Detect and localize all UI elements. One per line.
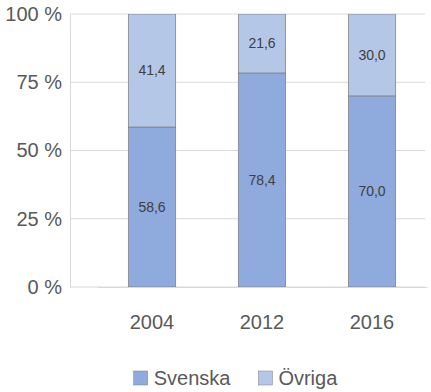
y-tick-label: 100 % <box>5 3 62 25</box>
y-tick: 75 % <box>16 71 70 93</box>
data-label: 21,6 <box>248 35 275 51</box>
bar <box>238 14 285 73</box>
y-tick: 0 % <box>28 276 70 298</box>
y-tick-label: 0 % <box>28 276 63 298</box>
y-tick: 25 % <box>16 208 70 230</box>
chart: 0 % 25 % 50 % 75 % 100 % 2004 2012 2016 58,6 78,4… <box>0 0 431 392</box>
x-tick: 2004 <box>130 287 175 333</box>
x-tick-label: 2012 <box>240 311 285 333</box>
x-tick-label: 2004 <box>130 311 175 333</box>
legend-item: Övriga <box>258 367 338 389</box>
bar <box>348 14 395 96</box>
x-axis-line <box>98 287 428 288</box>
y-axis: 0 % 25 % 50 % 75 % 100 % <box>5 3 70 298</box>
data-labels: 58,6 78,4 70,0 41,4 21,6 30,0 <box>138 35 385 215</box>
x-tick-label: 2016 <box>350 311 395 333</box>
legend-item: Svenska <box>134 367 232 389</box>
bar <box>348 96 395 287</box>
grid <box>70 14 425 287</box>
y-tick-label: 25 % <box>16 208 62 230</box>
legend-swatch <box>258 371 272 385</box>
legend-label: Övriga <box>278 367 338 389</box>
legend-swatch <box>134 371 148 385</box>
data-label: 41,4 <box>138 62 165 78</box>
y-axis-line <box>70 15 71 288</box>
bar <box>128 14 175 127</box>
bar <box>128 127 175 287</box>
data-label: 78,4 <box>248 172 275 188</box>
y-tick-label: 75 % <box>16 71 62 93</box>
legend-label: Svenska <box>154 367 232 389</box>
legend: Svenska Övriga <box>134 367 339 389</box>
data-label: 70,0 <box>358 183 385 199</box>
bars <box>128 14 395 287</box>
y-tick-label: 50 % <box>16 139 62 161</box>
x-tick: 2016 <box>350 287 395 333</box>
x-tick: 2012 <box>240 287 285 333</box>
data-label: 58,6 <box>138 199 165 215</box>
x-axis: 2004 2012 2016 <box>98 287 428 333</box>
data-label: 30,0 <box>358 47 385 63</box>
bar <box>238 73 285 287</box>
y-tick: 100 % <box>5 3 70 25</box>
y-tick: 50 % <box>16 139 70 161</box>
